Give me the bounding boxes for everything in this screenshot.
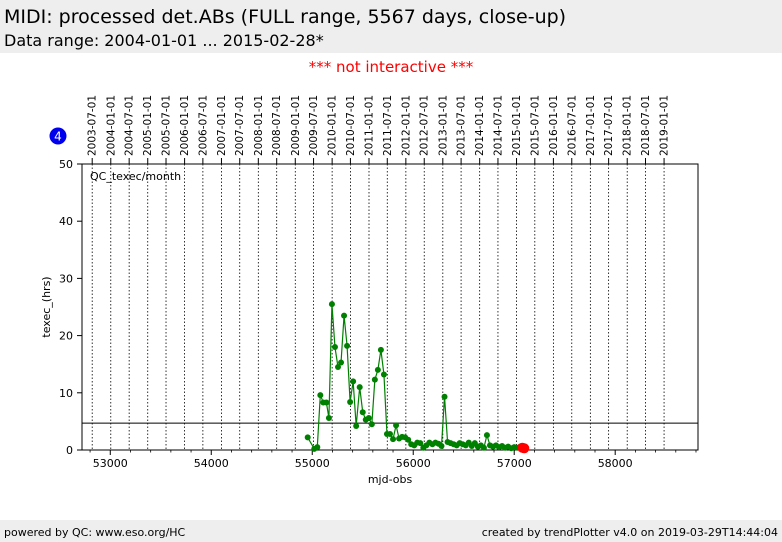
page-title: MIDI: processed det.ABs (FULL range, 556… (4, 6, 567, 28)
footer: powered by QC: www.eso.org/HC created by… (0, 520, 782, 542)
data-point (480, 444, 487, 451)
data-point (377, 346, 384, 353)
date-tick-label: 2018-01-01 (622, 95, 634, 156)
data-point (387, 430, 393, 437)
x-tick-label: 58000 (598, 457, 633, 470)
badge-circle (49, 127, 67, 145)
date-tick-label: 2007-01-01 (216, 95, 228, 156)
x-tick-label: 54000 (194, 457, 229, 470)
date-tick-label: 2005-07-01 (161, 95, 173, 156)
data-point (323, 399, 330, 406)
data-point (441, 393, 448, 400)
y-tick-label: 20 (59, 330, 73, 343)
data-point (438, 442, 445, 449)
date-tick-label: 2012-07-01 (419, 95, 431, 156)
y-tick-label: 10 (59, 387, 73, 400)
date-tick-label: 2017-01-01 (585, 95, 597, 156)
date-tick-label: 2014-01-01 (474, 95, 486, 156)
data-point (371, 376, 378, 383)
date-tick-label: 2010-01-01 (327, 95, 339, 156)
x-tick-label: 55000 (295, 457, 330, 470)
date-tick-label: 2014-07-01 (492, 95, 504, 156)
date-tick-label: 2013-07-01 (456, 95, 468, 156)
date-tick-label: 2016-01-01 (548, 95, 560, 156)
y-tick-label: 50 (59, 158, 73, 171)
data-point (331, 344, 338, 351)
date-tick-label: 2011-07-01 (382, 95, 394, 156)
footer-credit: powered by QC: www.eso.org/HC (4, 526, 186, 539)
y-axis: 0 10 20 30 40 50 (59, 158, 82, 457)
footer-timestamp: created by trendPlotter v4.0 on 2019-03-… (481, 526, 778, 539)
latest-points (517, 442, 530, 454)
date-tick-label: 2010-07-01 (345, 95, 357, 156)
date-tick-label: 2005-01-01 (142, 95, 154, 156)
date-tick-label: 2017-07-01 (603, 95, 615, 156)
data-point (314, 444, 321, 451)
date-tick-label: 2009-07-01 (308, 95, 320, 156)
y-tick-label: 40 (59, 215, 73, 228)
data-point (328, 301, 335, 308)
data-point (417, 440, 424, 447)
data-point (365, 414, 372, 421)
data-point (368, 421, 375, 428)
date-axis: 2003-07-01 2004-01-01 2004-07-01 2005-01-01… (87, 95, 671, 164)
data-point (304, 434, 311, 441)
x-tick-label: 53000 (93, 457, 128, 470)
date-tick-label: 2004-01-01 (105, 95, 117, 156)
header: MIDI: processed det.ABs (FULL range, 556… (0, 0, 782, 53)
data-point (350, 378, 357, 385)
data-point (374, 366, 381, 373)
badge[interactable]: 4 (49, 127, 67, 145)
x-axis: 53000 54000 55000 56000 57000 58000 (89, 450, 697, 470)
data-point (356, 384, 363, 391)
date-tick-label: 2011-01-01 (363, 95, 375, 156)
data-point (483, 432, 490, 439)
data-point (344, 342, 351, 349)
data-point (334, 364, 341, 371)
data-point (317, 392, 324, 399)
data-point (341, 312, 348, 319)
series-texec (304, 301, 524, 452)
plot-frame (81, 163, 699, 451)
date-tick-label: 2007-07-01 (234, 95, 246, 156)
x-tick-label: 57000 (497, 457, 532, 470)
date-tick-label: 2009-01-01 (290, 95, 302, 156)
date-tick-label: 2018-07-01 (640, 95, 652, 156)
date-tick-label: 2008-01-01 (253, 95, 265, 156)
not-interactive-notice: *** not interactive *** (308, 58, 474, 76)
data-point (393, 422, 400, 429)
date-tick-label: 2004-07-01 (124, 95, 136, 156)
data-point (359, 409, 366, 416)
data-point (353, 422, 360, 429)
data-point (380, 371, 387, 378)
date-tick-label: 2019-01-01 (659, 95, 671, 156)
date-tick-label: 2006-01-01 (179, 95, 191, 156)
date-tick-label: 2013-01-01 (437, 95, 449, 156)
date-tick-label: 2006-07-01 (197, 95, 209, 156)
data-point (338, 359, 345, 366)
date-tick-label: 2016-07-01 (566, 95, 578, 156)
badge-number: 4 (54, 130, 62, 144)
x-axis-label: mjd-obs (368, 473, 413, 486)
y-tick-label: 30 (59, 272, 73, 285)
y-tick-label: 0 (66, 444, 73, 457)
panel-label: QC_texec/month (90, 170, 181, 183)
vertical-gridlines (91, 164, 665, 450)
latest-data-point (519, 443, 530, 454)
page-subtitle: Data range: 2004-01-01 ... 2015-02-28* (4, 31, 324, 50)
date-tick-label: 2015-01-01 (511, 95, 523, 156)
date-tick-label: 2003-07-01 (87, 95, 99, 156)
x-tick-label: 56000 (396, 457, 431, 470)
data-point (347, 398, 354, 405)
data-point (390, 436, 397, 443)
date-tick-label: 2015-07-01 (529, 95, 541, 156)
date-tick-label: 2012-01-01 (400, 95, 412, 156)
data-point (325, 414, 332, 421)
date-tick-label: 2008-07-01 (271, 95, 283, 156)
series-line (307, 304, 521, 450)
y-axis-label: texec_(hrs) (40, 276, 53, 337)
data-point (405, 436, 412, 443)
